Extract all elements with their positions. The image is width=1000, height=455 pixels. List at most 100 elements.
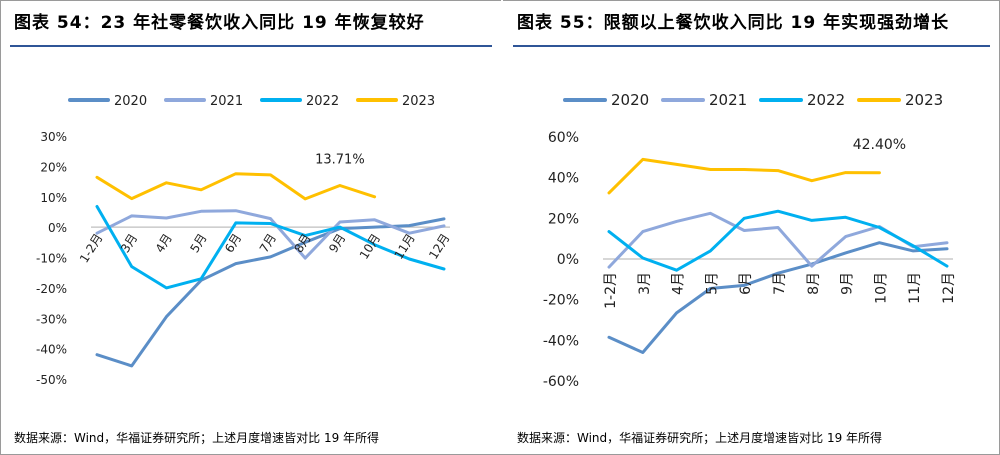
y-tick-label: -40%: [36, 343, 67, 357]
annotation-label: 13.71%: [315, 153, 365, 168]
data-point-2021: [776, 226, 780, 229]
x-tick-label: 4月: [671, 272, 687, 295]
data-point-2021: [130, 214, 133, 218]
data-point-2022: [130, 265, 133, 268]
data-point-2020: [607, 336, 611, 339]
y-tick-label: -20%: [36, 282, 67, 296]
series-line-2022: [607, 209, 949, 272]
data-point-2023: [743, 168, 746, 171]
data-point-2023: [776, 169, 780, 172]
x-tick-label: 9月: [840, 272, 856, 295]
data-point-2020: [675, 311, 678, 315]
legend-label-2020: 2020: [114, 94, 147, 109]
data-point-2023: [675, 163, 678, 166]
legend-label-2022: 2022: [306, 94, 339, 109]
data-point-2020: [234, 262, 237, 265]
data-point-2022: [165, 286, 168, 290]
x-tick-label: 6月: [738, 272, 754, 295]
left-title-rule: [10, 45, 492, 47]
data-point-2022: [408, 257, 411, 261]
data-point-2022: [607, 230, 611, 233]
right-chart-panel: 图表 55：限额以上餐饮收入同比 19 年实现强劲增长 2020 2021 2022…: [503, 0, 998, 453]
data-point-2022: [442, 267, 446, 271]
data-point-2023: [810, 179, 813, 182]
data-point-2020: [844, 251, 847, 255]
x-tick-label: 12月: [426, 231, 452, 262]
data-point-2022: [810, 219, 813, 222]
y-tick-label: -20%: [543, 293, 579, 309]
data-point-2021: [199, 210, 203, 213]
left-source-note: 数据来源：Wind，华福证券研究所；上述月度增速皆对比 19 年所得: [14, 431, 380, 445]
data-point-2021: [945, 241, 949, 244]
data-point-2022: [743, 217, 746, 220]
y-tick-label: -10%: [36, 252, 67, 266]
x-tick-label: 3月: [118, 231, 140, 255]
legend-label-2020: 2020: [611, 91, 649, 109]
data-point-2023: [878, 171, 881, 174]
data-point-2023: [709, 168, 712, 171]
data-point-2023: [95, 176, 99, 179]
legend: 2020 2021 2022 2023: [563, 91, 943, 109]
data-point-2022: [199, 277, 203, 280]
data-point-2022: [373, 243, 376, 246]
data-point-2020: [130, 364, 133, 368]
data-point-2020: [304, 241, 307, 244]
x-tick-label: 11月: [907, 272, 923, 304]
left-chart-title: 图表 54：23 年社零餐饮收入同比 19 年恢复较好: [14, 13, 425, 33]
left-chart-panel: 图表 54：23 年社零餐饮收入同比 19 年恢复较好 2020 2021 2022…: [0, 0, 500, 453]
legend-label-2022: 2022: [807, 91, 845, 109]
x-tick-label: 5月: [704, 272, 720, 295]
legend: 2020 2021 2022 2023: [68, 94, 435, 109]
series-line-2023: [607, 157, 881, 195]
y-tick-label: -30%: [36, 312, 67, 326]
data-point-2021: [304, 256, 307, 260]
y-tick-label: -50%: [36, 373, 67, 387]
data-point-2022: [338, 225, 342, 229]
y-tick-label: 60%: [548, 130, 579, 146]
data-point-2021: [810, 264, 813, 268]
data-point-2020: [165, 315, 168, 318]
x-tick-label: 1-2月: [603, 272, 619, 309]
data-point-2023: [165, 181, 168, 184]
data-point-2021: [269, 217, 272, 220]
data-point-2023: [338, 184, 342, 187]
x-tick-label: 10月: [873, 272, 889, 304]
data-point-2022: [234, 221, 237, 225]
data-point-2020: [373, 225, 376, 229]
y-tick-label: 10%: [40, 191, 67, 205]
data-point-2020: [912, 249, 915, 253]
y-tick-label: 0%: [557, 252, 579, 268]
x-tick-label: 6月: [222, 231, 244, 255]
y-tick-label: -60%: [543, 374, 579, 390]
data-point-2021: [373, 218, 376, 221]
data-point-2022: [878, 226, 881, 229]
data-point-2023: [304, 197, 307, 201]
right-chart-title: 图表 55：限额以上餐饮收入同比 19 年实现强劲增长: [517, 13, 950, 33]
right-title-rule: [513, 45, 990, 47]
x-tick-label: 1-2月: [77, 231, 106, 265]
y-tick-label: 20%: [548, 211, 579, 227]
legend-label-2021: 2021: [709, 91, 747, 109]
data-point-2023: [234, 172, 237, 175]
y-tick-label: -40%: [543, 333, 579, 349]
x-tick-label: 12月: [941, 272, 957, 304]
x-tick-label: 5月: [187, 231, 209, 255]
legend-label-2021: 2021: [210, 94, 243, 109]
data-point-2022: [945, 264, 949, 268]
data-point-2021: [408, 232, 411, 235]
data-point-2021: [743, 229, 746, 232]
data-point-2022: [269, 222, 272, 225]
data-point-2020: [945, 247, 949, 250]
x-tick-label: 3月: [637, 272, 653, 295]
data-point-2021: [95, 232, 99, 235]
panel-divider: [501, 0, 503, 453]
data-point-2020: [743, 284, 746, 287]
legend-label-2023: 2023: [905, 91, 943, 109]
data-point-2022: [776, 210, 780, 213]
data-point-2022: [95, 205, 99, 208]
data-point-2020: [442, 217, 446, 221]
data-point-2020: [776, 272, 780, 275]
data-point-2022: [912, 244, 915, 247]
data-point-2021: [338, 220, 342, 224]
x-tick-label: 7月: [257, 231, 279, 255]
